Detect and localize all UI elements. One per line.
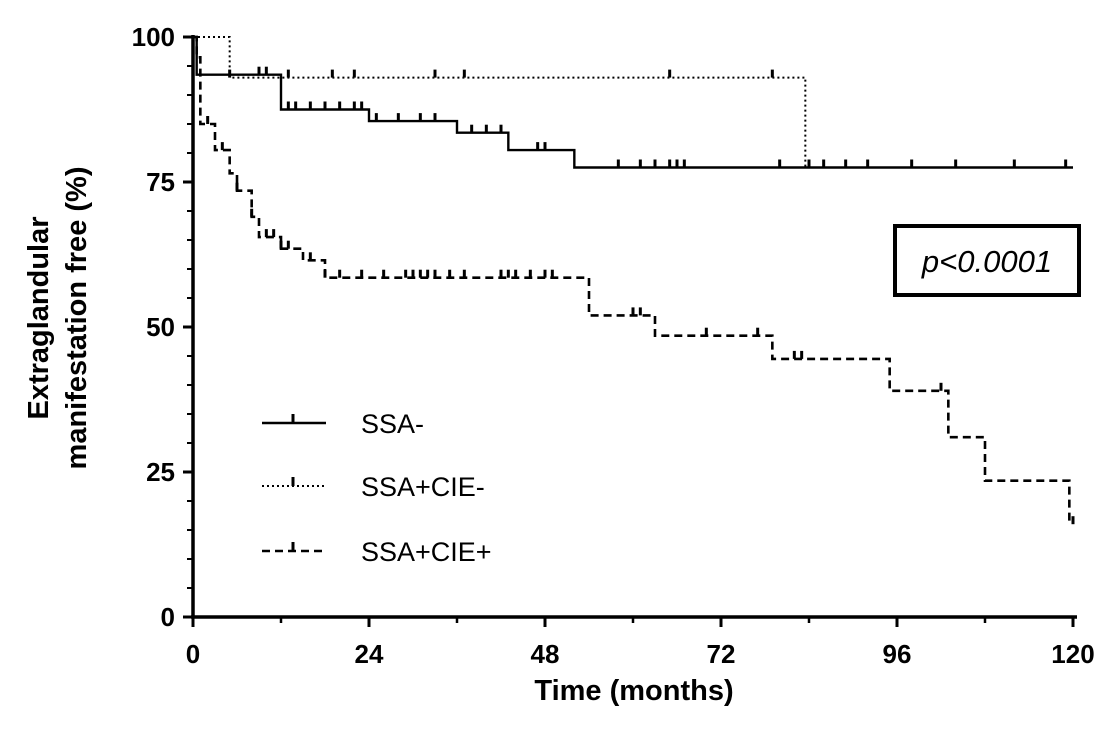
y-tick-label: 100 xyxy=(132,22,175,52)
y-axis-title: Extraglandular manifestation free (%) xyxy=(23,167,93,470)
legend-item-1: SSA+CIE- xyxy=(262,472,485,502)
legend-label: SSA+CIE+ xyxy=(361,537,492,567)
series-0 xyxy=(193,35,1073,169)
series-line xyxy=(193,35,1071,525)
p-value-box: p<0.0001 xyxy=(893,224,1081,297)
y-axis-title-line-2: manifestation free (%) xyxy=(61,167,93,470)
series-layer xyxy=(193,35,1075,525)
x-axis-title: Time (months) xyxy=(534,675,733,707)
y-tick-label: 75 xyxy=(146,167,175,197)
x-tick-label: 0 xyxy=(186,639,200,669)
p-value-label: p<0.0001 xyxy=(921,244,1052,279)
legend-label: SSA- xyxy=(361,409,424,439)
p-value-frame xyxy=(893,224,1081,297)
x-tick-label: 120 xyxy=(1051,639,1094,669)
series-2 xyxy=(193,35,1075,525)
legend-label: SSA+CIE- xyxy=(361,472,485,502)
y-tick-label: 50 xyxy=(146,312,175,342)
series-line xyxy=(193,35,1073,169)
x-tick-label: 24 xyxy=(355,639,384,669)
y-axis-title-line-1: Extraglandular xyxy=(23,216,55,419)
legend-item-2: SSA+CIE+ xyxy=(262,537,492,567)
legend: SSA- SSA+CIE- SSA+CIE+ xyxy=(262,409,492,567)
y-tick-label: 25 xyxy=(146,457,175,487)
series-1 xyxy=(193,36,1073,169)
x-tick-label: 48 xyxy=(531,639,560,669)
series-line xyxy=(193,36,1073,169)
ticks-layer: 0 24 48 72 96 120 0 25 50 75 100 xyxy=(132,22,1095,669)
axes-layer xyxy=(191,35,1077,619)
x-tick-label: 96 xyxy=(883,639,912,669)
legend-item-0: SSA- xyxy=(262,409,424,439)
x-tick-label: 72 xyxy=(707,639,736,669)
y-tick-label: 0 xyxy=(161,602,175,632)
